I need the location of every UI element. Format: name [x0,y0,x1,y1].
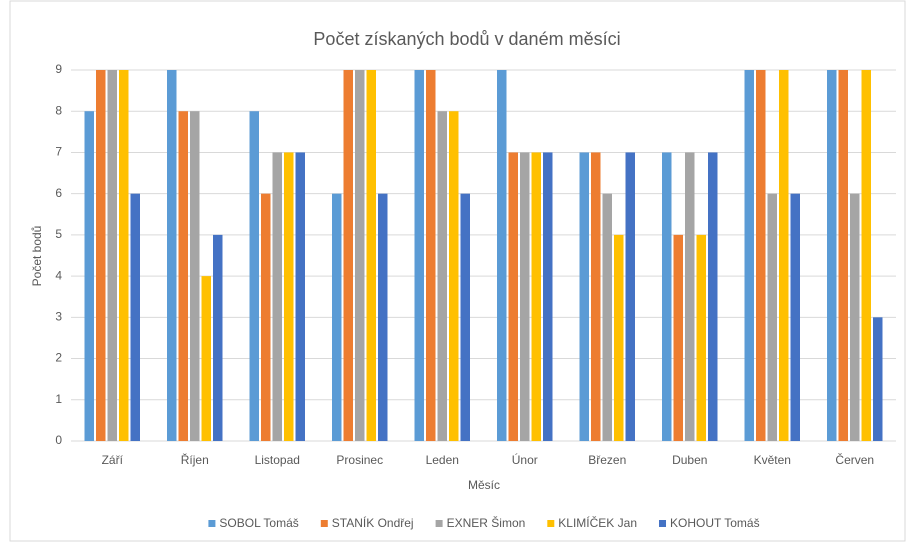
bar [685,152,695,441]
bar [873,317,883,441]
bar [332,193,342,441]
bar [579,152,589,441]
x-tick-label: Září [102,453,124,467]
bar [190,111,200,441]
legend-swatch [208,520,216,527]
bar [614,234,624,441]
bar [460,193,470,441]
bar [272,152,282,441]
bar [602,193,612,441]
chart-title: Počet získaných bodů v daném měsíci [313,29,620,49]
legend-label: STANÍK Ondřej [332,515,414,530]
bar [708,152,718,441]
bar [850,193,860,441]
legend-swatch [435,520,443,527]
bar [508,152,518,441]
y-tick-label: 8 [55,103,62,117]
bar [543,152,553,441]
bar [767,193,777,441]
x-tick-label: Listopad [255,453,300,467]
bar [838,70,848,441]
bar [437,111,447,441]
x-tick-label: Červen [835,452,874,467]
legend-label: SOBOL Tomáš [219,516,298,530]
bar [520,152,530,441]
y-tick-label: 4 [55,268,62,282]
bar [449,111,459,441]
y-tick-label: 5 [55,227,62,241]
x-tick-label: Květen [754,453,791,467]
bar [107,70,117,441]
bar [119,70,129,441]
bar [178,111,188,441]
bar [625,152,635,441]
bar [249,111,259,441]
bar [130,193,140,441]
bar [355,70,365,441]
legend-swatch [659,520,667,527]
bar [779,70,789,441]
bar [696,234,706,441]
legend-label: EXNER Šimon [447,515,526,530]
y-tick-label: 2 [55,351,62,365]
x-tick-label: Leden [426,453,459,467]
bar [295,152,305,441]
y-tick-label: 7 [55,145,62,159]
bar [84,111,94,441]
legend-swatch [547,520,555,527]
y-tick-label: 1 [55,392,62,406]
bar [673,234,683,441]
bar [284,152,294,441]
x-tick-label: Březen [588,453,626,467]
bar [96,70,106,441]
y-tick-label: 0 [55,433,62,447]
x-tick-label: Říjen [181,452,209,467]
legend-label: KLIMÍČEK Jan [558,515,637,530]
bar [167,70,177,441]
bar [261,193,271,441]
y-tick-label: 3 [55,310,62,324]
bar [497,70,507,441]
bar [861,70,871,441]
bar [756,70,766,441]
bar [591,152,601,441]
x-tick-label: Prosinec [336,453,383,467]
bar [827,70,837,441]
x-tick-label: Únor [512,452,538,467]
legend-label: KOHOUT Tomáš [670,516,760,530]
legend-swatch [320,520,328,527]
bar [343,70,353,441]
y-tick-label: 9 [55,62,62,76]
bar [366,70,376,441]
bar [414,70,424,441]
bar [201,276,211,441]
bar [744,70,754,441]
bar [426,70,436,441]
bar [378,193,388,441]
bar [213,234,223,441]
bar [790,193,800,441]
x-tick-label: Duben [672,453,707,467]
bar [531,152,541,441]
y-tick-label: 6 [55,186,62,200]
y-axis-label: Počet bodů [30,226,44,287]
x-axis-label: Měsíc [468,478,500,492]
bar [662,152,672,441]
